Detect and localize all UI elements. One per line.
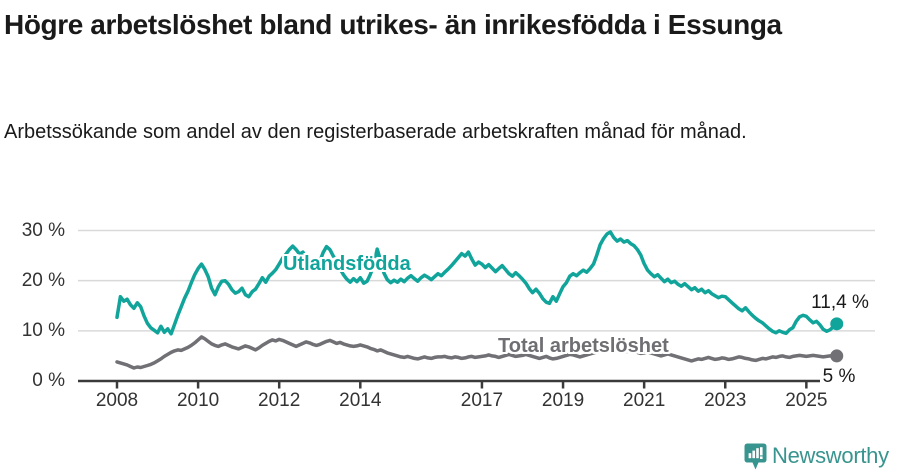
end-value-label-total: 5 %: [820, 366, 858, 388]
y-tick-label: 30 %: [21, 219, 65, 241]
y-tick-label: 0 %: [32, 370, 65, 391]
chart-subtitle: Arbetssökande som andel av den registerb…: [4, 121, 747, 143]
total-line: [115, 335, 839, 370]
y-tick-label: 20 %: [21, 269, 65, 291]
footer: Newsworthy: [0, 438, 900, 474]
series-label-total: Total arbetslöshet: [498, 335, 669, 357]
end-value-label-utlandsfodda: 11,4 %: [811, 292, 869, 313]
x-tick-label: 2010: [176, 390, 220, 411]
chart-area: 30 % 20 % 10 % 0 % 2008 2010 2012 2014 2017 2019 2…: [0, 200, 900, 435]
utlandsfodda-end-dot: [830, 317, 844, 331]
x-tick-label: 2008: [95, 390, 139, 411]
series-label-utlandsfodda: Utlandsfödda: [283, 253, 411, 275]
newsworthy-logo-icon: [744, 443, 767, 470]
page-title: Högre arbetslöshet bland utrikes- än inr…: [4, 9, 782, 40]
newsworthy-wordmark: Newsworthy: [772, 443, 889, 468]
y-tick-label: 10 %: [21, 319, 65, 341]
x-tick-label: 2025: [785, 390, 828, 411]
utlandsfodda-line: [115, 230, 839, 336]
x-tick-label: 2023: [704, 390, 747, 411]
x-tick-label: 2019: [541, 390, 585, 411]
total-end-dot: [830, 349, 844, 363]
x-tick-label: 2021: [623, 390, 666, 411]
x-tick-label: 2014: [339, 390, 382, 411]
unemployment-line-chart: [78, 229, 875, 389]
x-tick-label: 2012: [258, 390, 301, 411]
x-tick-label: 2017: [460, 390, 504, 411]
